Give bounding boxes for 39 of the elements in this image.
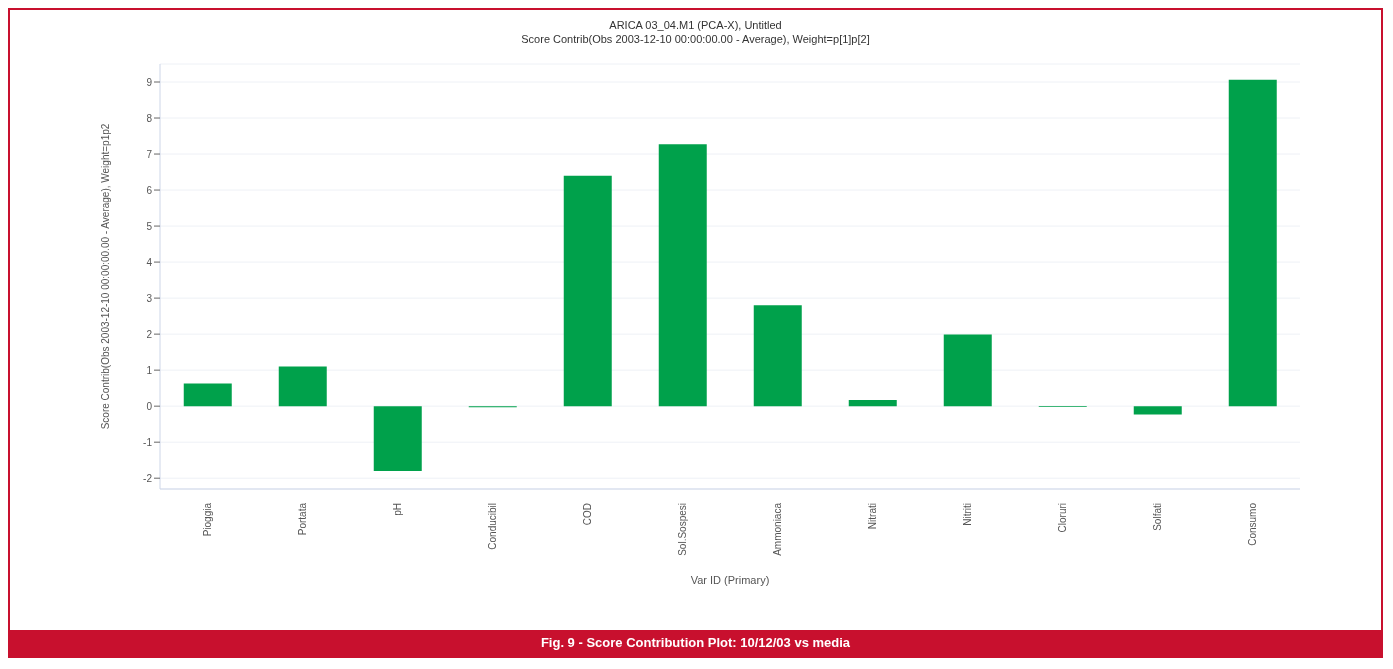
chart-subtitle: Score Contrib(Obs 2003-12-10 00:00:00.00 - Average), Weight=p[1]p[2] — [520, 32, 871, 46]
x-tick-label: Conducibil — [487, 503, 498, 550]
bar — [1133, 406, 1182, 415]
x-tick-label: Pioggia — [202, 502, 213, 537]
y-tick-label: 2 — [146, 328, 153, 340]
x-tick-label: Solfati — [1152, 503, 1163, 531]
y-tick-label: 5 — [146, 220, 153, 232]
x-tick-label: Nitriti — [962, 503, 973, 526]
bar — [658, 144, 707, 407]
x-tick-label: Ammoniaca — [772, 502, 783, 556]
x-tick-label: Cloruri — [1057, 503, 1068, 533]
bar — [943, 334, 992, 407]
y-axis-title: Score Contrib(Obs 2003-12-10 00:00:00.00 - Average), Weight=p1p2 — [99, 123, 111, 430]
caption: Fig. 9 - Score Contribution Plot: 10/12/03 vs media — [10, 630, 1381, 656]
bar — [848, 400, 897, 407]
x-tick-label: pH — [392, 503, 403, 516]
bar — [183, 383, 232, 407]
y-tick-label: 1 — [146, 364, 153, 376]
y-tick-label: 3 — [146, 292, 153, 304]
x-tick-label: Portata — [297, 502, 308, 536]
y-tick-label: 4 — [146, 256, 153, 268]
x-tick-label: COD — [582, 503, 593, 526]
y-tick-label: 9 — [146, 76, 153, 88]
bar — [278, 366, 327, 407]
bar — [1228, 79, 1277, 407]
x-tick-label: Sol.Sospesi — [677, 503, 688, 556]
bar — [373, 406, 422, 471]
bar — [563, 175, 612, 407]
y-tick-label: -2 — [143, 472, 153, 484]
y-tick-label: 6 — [146, 184, 153, 196]
y-tick-label: 0 — [146, 400, 153, 412]
x-axis-title: Var ID (Primary) — [690, 574, 770, 586]
x-tick-label: Nitrati — [867, 503, 878, 530]
x-tick-label: Consumo — [1247, 502, 1258, 546]
chart-title: ARICA 03_04.M1 (PCA-X), Untitled — [608, 18, 783, 32]
y-tick-label: 8 — [146, 112, 153, 124]
y-tick-label: -1 — [143, 436, 153, 448]
y-tick-label: 7 — [146, 148, 153, 160]
bar — [753, 305, 802, 407]
